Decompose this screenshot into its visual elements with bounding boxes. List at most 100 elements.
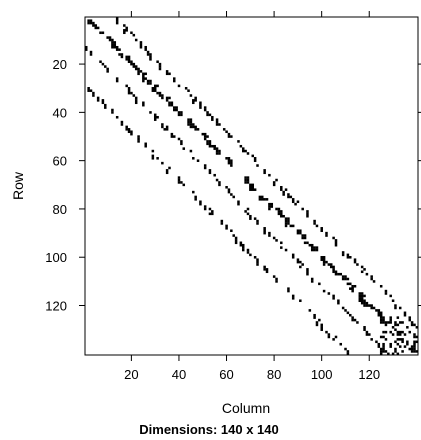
nonzero-cell [370,304,373,307]
nonzero-cell [85,45,88,49]
nonzero-cell [379,316,383,319]
y-tick-label: 100 [45,250,67,265]
nonzero-cell [230,135,233,138]
nonzero-cell [322,256,326,259]
nonzero-cell [218,152,221,155]
nonzero-cell [101,99,105,102]
nonzero-cell [111,45,114,49]
nonzero-cell [173,135,176,138]
nonzero-cell [306,241,309,245]
nonzero-cell [87,89,90,92]
nonzero-cell [287,193,290,196]
nonzero-cell [287,219,290,223]
nonzero-cell [165,169,169,172]
nonzero-cell [215,178,219,182]
nonzero-cell [225,130,228,134]
nonzero-cell [291,253,295,257]
nonzero-cell [115,45,119,49]
nonzero-cell [89,53,93,56]
nonzero-cell [225,224,228,228]
nonzero-cell [249,183,252,187]
nonzero-cell [299,265,302,269]
nonzero-cell [218,183,221,187]
nonzero-cell [396,323,400,327]
nonzero-cell [244,178,247,182]
nonzero-cell [251,186,254,189]
nonzero-cell [341,275,345,278]
nonzero-cell [187,89,190,92]
nonzero-cell [346,253,350,257]
nonzero-cell [413,342,416,346]
nonzero-cell [291,294,295,298]
nonzero-cell [246,178,250,182]
nonzero-cell [170,135,174,138]
nonzero-cell [192,123,195,126]
nonzero-cell [144,72,147,76]
nonzero-cell [230,161,233,165]
nonzero-cell [410,321,414,324]
nonzero-cell [249,188,252,191]
nonzero-cell [272,181,276,184]
nonzero-cell [382,347,385,351]
nonzero-cell [370,306,373,310]
nonzero-cell [142,103,145,107]
nonzero-cell [108,36,112,39]
nonzero-cell [177,113,181,117]
nonzero-cell [389,342,392,346]
nonzero-cell [149,82,152,85]
nonzero-cell [132,33,136,37]
nonzero-cell [230,229,233,232]
nonzero-cell [130,62,133,66]
nonzero-cell [158,67,162,71]
nonzero-cell [203,137,207,141]
nonzero-cell [208,144,212,148]
nonzero-cell [127,91,131,95]
nonzero-cell [346,352,350,356]
nonzero-cell [127,58,131,61]
nonzero-cell [398,321,402,324]
nonzero-cell [208,169,212,172]
nonzero-cell [301,236,304,240]
nonzero-cell [339,342,343,346]
nonzero-cell [382,342,385,346]
nonzero-cell [256,219,259,223]
nonzero-cell [225,186,228,189]
nonzero-cell [396,330,400,334]
nonzero-cell [156,84,159,88]
nonzero-cell [322,289,326,293]
nonzero-cell [377,309,381,312]
nonzero-cell [158,91,162,95]
nonzero-cell [115,48,119,51]
nonzero-cell [215,147,219,150]
nonzero-cell [277,212,281,216]
nonzero-cell [389,294,392,298]
nonzero-cell [379,284,383,288]
nonzero-cell [123,29,126,32]
nonzero-cell [325,231,328,235]
nonzero-cell [410,350,414,353]
nonzero-cell [165,70,169,73]
nonzero-cell [296,229,300,232]
nonzero-cell [203,164,207,167]
nonzero-cell [403,311,407,315]
nonzero-cell [413,345,416,348]
nonzero-cell [308,309,312,312]
nonzero-cell [313,313,316,317]
nonzero-cell [310,243,314,247]
nonzero-cell [398,333,402,336]
nonzero-cell [199,200,202,204]
nonzero-cell [144,48,147,51]
nonzero-cell [313,316,316,319]
nonzero-cell [413,340,416,344]
y-tick-label: 40 [53,105,67,120]
nonzero-cell [289,224,293,228]
nonzero-cell [263,171,266,175]
nonzero-cell [144,144,147,148]
nonzero-cell [379,313,383,317]
nonzero-cell [394,350,397,353]
nonzero-cell [398,338,402,341]
nonzero-cell [156,157,159,160]
nonzero-cell [320,328,323,331]
nonzero-cell [203,132,207,136]
nonzero-cell [313,248,316,252]
